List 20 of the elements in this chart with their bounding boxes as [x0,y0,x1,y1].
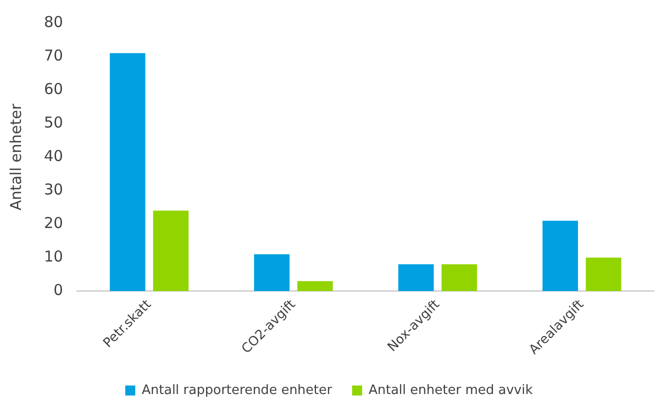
y-tick-label: 20 [44,214,64,232]
bar [398,264,434,292]
y-tick-label: 0 [54,281,64,300]
bar [297,281,333,292]
bar [542,220,578,292]
bar [110,53,146,292]
bar [254,254,290,292]
y-tick-label: 30 [44,180,64,198]
legend-label: Antall enheter med avvik [368,382,534,398]
y-tick-label: 50 [44,113,64,132]
y-tick-label: 60 [44,80,64,98]
legend-label: Antall rapporterende enheter [142,382,333,398]
bar [153,210,189,292]
y-axis-title: Antall enheter [6,102,25,210]
y-tick-label: 80 [44,12,64,31]
y-tick-label: 70 [44,46,64,64]
y-tick-label: 10 [44,247,64,266]
bar [442,264,478,292]
bar [586,258,622,292]
y-tick-label: 40 [44,146,64,165]
